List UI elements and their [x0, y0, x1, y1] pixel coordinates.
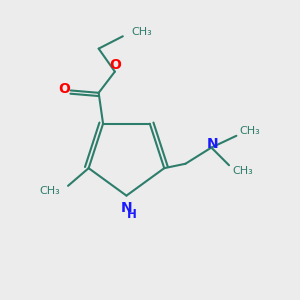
- Text: O: O: [110, 58, 122, 72]
- Text: H: H: [127, 208, 137, 221]
- Text: CH₃: CH₃: [132, 27, 152, 37]
- Text: N: N: [207, 137, 219, 151]
- Text: CH₃: CH₃: [239, 126, 260, 136]
- Text: CH₃: CH₃: [232, 166, 253, 176]
- Text: N: N: [121, 201, 132, 215]
- Text: O: O: [58, 82, 70, 96]
- Text: CH₃: CH₃: [39, 186, 60, 196]
